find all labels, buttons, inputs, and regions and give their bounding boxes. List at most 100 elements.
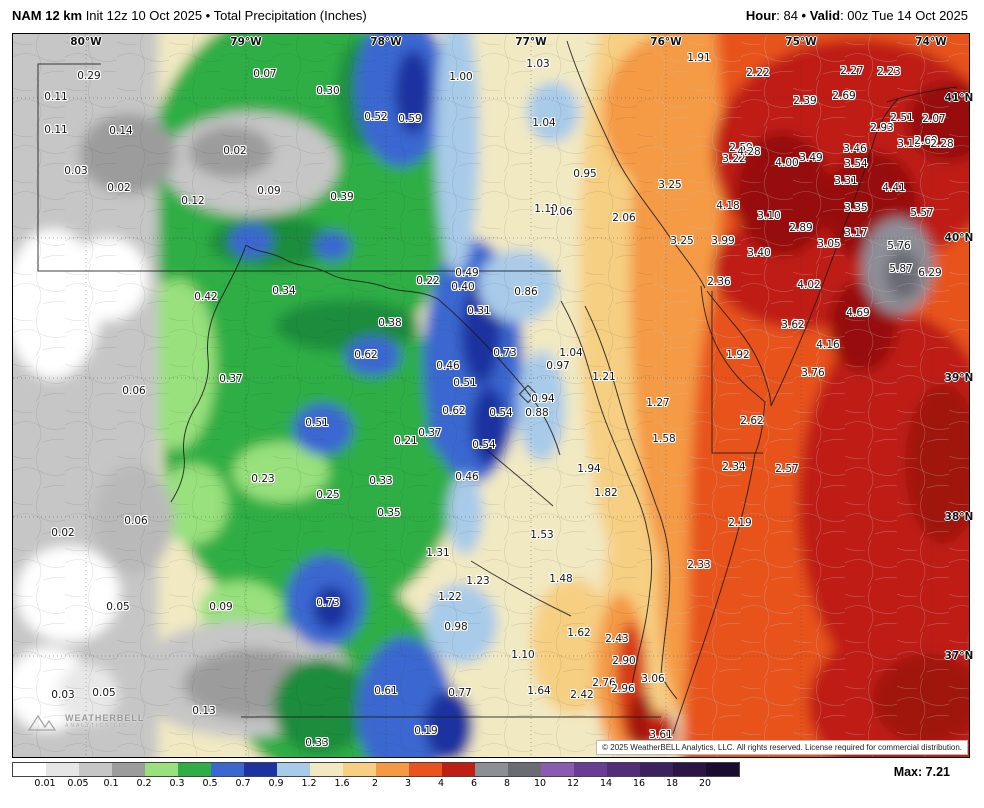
map-value-label: 0.62 [442,404,466,417]
mountain-logo-icon [27,714,57,731]
colorbar-tick: 14 [599,778,613,789]
colorbar-swatch [640,763,673,776]
valid-value: : 00z Tue 14 Oct 2025 [840,8,968,23]
colorbar-swatch [508,763,541,776]
colorbar-swatch [409,763,442,776]
colorbar-tick: 0.7 [235,778,251,789]
longitude-label: 77°W [515,35,547,48]
colorbar-tick: 0.3 [169,778,185,789]
map-value-label: 0.11 [44,90,68,103]
precipitation-map: 0.29 0.11 0.11 0.14 0.03 0.02 0.07 0.02 0.12 0.09… [12,33,973,758]
map-value-label: 1.21 [592,370,616,383]
map-value-label: 0.88 [525,406,549,419]
map-value-label: 0.05 [106,600,130,613]
map-value-label: 2.06 [612,211,636,224]
map-value-label: 3.31 [834,174,858,187]
colorbar-swatch [178,763,211,776]
map-value-label: 0.49 [455,266,479,279]
map-value-label: 1.23 [466,574,490,587]
latitude-label: 37°N [944,649,974,662]
map-value-label: 0.30 [316,84,340,97]
map-value-label: 2.89 [789,221,813,234]
colorbar-tick: 4 [437,778,445,789]
map-value-label: 0.25 [316,488,340,501]
map-value-label: 0.06 [122,384,146,397]
map-value-label: 1.00 [449,70,473,83]
state-borders [37,40,958,735]
map-value-label: 2.51 [890,111,914,124]
longitude-label: 79°W [230,35,262,48]
map-value-label: 1.10 [511,648,535,661]
map-value-label: 0.12 [181,194,205,207]
map-value-label: 2.19 [728,516,752,529]
map-value-label: 2.23 [877,65,901,78]
map-value-label: 2.57 [775,462,799,475]
map-value-label: 3.06 [641,672,665,685]
map-value-label: 0.02 [51,526,75,539]
map-value-label: 5.57 [910,206,934,219]
title-rest: Init 12z 10 Oct 2025 • Total Precipitati… [82,8,367,23]
map-value-label: 0.33 [369,474,393,487]
map-value-label: 4.16 [816,338,840,351]
colorbar-swatch [673,763,706,776]
colorbar [12,762,740,777]
map-value-label: 3.62 [781,318,805,331]
map-value-label: 1.64 [527,684,551,697]
latitude-label: 41°N [944,91,974,104]
map-value-label: 1.53 [530,528,554,541]
map-value-label: 2.36 [707,275,731,288]
map-value-label: 0.35 [377,506,401,519]
label-overlay: 0.29 0.11 0.11 0.14 0.03 0.02 0.07 0.02 0.12 0.09… [13,34,973,757]
max-value: 7.21 [925,765,950,779]
map-value-label: 0.03 [64,164,88,177]
colorbar-swatch [706,763,739,776]
map-value-label: 1.91 [687,51,711,64]
bullet-separator: • [801,8,810,23]
colorbar-swatch [541,763,574,776]
colorbar-tick: 0.9 [268,778,284,789]
graticule [13,34,969,757]
map-value-label: 0.38 [378,316,402,329]
colorbar-tick: 0.5 [202,778,218,789]
copyright-notice: © 2025 WeatherBELL Analytics, LLC. All r… [596,740,968,755]
map-value-label: 3.25 [658,178,682,191]
colorbar-tick: 2 [371,778,379,789]
latitude-label: 40°N [944,231,974,244]
map-value-label: 0.29 [77,69,101,82]
map-value-label: 2.69 [832,89,856,102]
map-value-label: 2.39 [793,94,817,107]
colorbar-swatch [145,763,178,776]
map-value-label: 0.02 [107,181,131,194]
map-value-label: 4.18 [716,199,740,212]
colorbar-tick: 18 [665,778,679,789]
header: NAM 12 km Init 12z 10 Oct 2025 • Total P… [0,0,984,30]
colorbar-swatch [277,763,310,776]
colorbar-swatch [13,763,46,776]
map-value-label: 1.94 [577,462,601,475]
forecast-time: Hour: 84 • Valid: 00z Tue 14 Oct 2025 [746,8,968,23]
colorbar-swatch [310,763,343,776]
map-value-label: 3.99 [711,234,735,247]
map-value-label: 2.22 [746,66,770,79]
map-value-label: 0.22 [416,274,440,287]
map-value-label: 1.82 [594,486,618,499]
colorbar-swatch [475,763,508,776]
colorbar-swatch [112,763,145,776]
watermark-subname: ANALYTICS LLC [65,723,129,730]
map-value-label: 0.42 [194,290,218,303]
map-value-label: 0.95 [573,167,597,180]
map-value-label: 2.62 [740,414,764,427]
map-value-label: 4.00 [775,156,799,169]
map-value-label: 1.04 [559,346,583,359]
map-value-label: 0.61 [374,684,398,697]
map-value-label: 0.62 [354,348,378,361]
map-value-label: 0.46 [436,359,460,372]
map-value-label: 3.35 [844,201,868,214]
map-value-label: 1.31 [426,546,450,559]
map-value-label: 0.03 [51,688,75,701]
map-value-label: 0.33 [305,736,329,749]
map-value-label: 0.46 [455,470,479,483]
latitude-label: 39°N [944,371,974,384]
map-value-label: 3.54 [844,157,868,170]
